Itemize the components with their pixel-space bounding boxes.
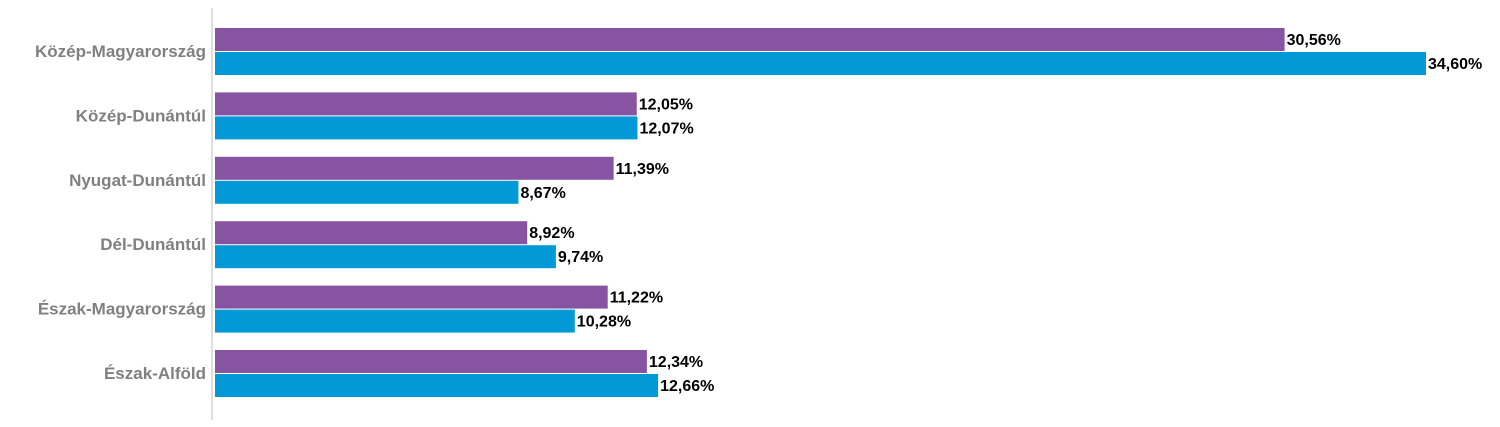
bars (215, 28, 1426, 397)
data-label-series-1-1: 30,56% (1287, 32, 1341, 49)
bar-series-2-5 (215, 309, 575, 333)
bar-series-2-4 (215, 245, 556, 269)
category-label: Észak-Alföld (104, 364, 206, 383)
bar-series-1-2 (215, 92, 637, 116)
category-label: Észak-Magyarország (38, 300, 206, 319)
data-label-series-1-5: 11,22% (610, 290, 663, 307)
value-labels: 30,56% 34,60% 12,05% 12,07% 11,39% 8,67% 8,92%… (520, 32, 1482, 395)
data-label-series-2-4: 9,74% (558, 249, 603, 266)
category-label: Közép-Dunántúl (76, 106, 206, 125)
bar-series-2-3 (215, 180, 519, 204)
bar-series-1-4 (215, 221, 528, 245)
bar-series-1-5 (215, 285, 608, 309)
bar-series-1-6 (215, 350, 647, 373)
data-label-series-1-3: 11,39% (616, 161, 669, 178)
bar-series-1-1 (215, 28, 1285, 51)
data-label-series-2-1: 34,60% (1428, 56, 1482, 73)
category-label: Közép-Magyarország (35, 42, 206, 61)
data-label-series-1-4: 8,92% (529, 225, 574, 242)
data-label-series-2-5: 10,28% (577, 314, 631, 331)
data-label-series-2-6: 12,66% (660, 378, 714, 395)
bar-series-2-6 (215, 374, 659, 397)
bar-series-1-3 (215, 156, 614, 180)
data-label-series-2-3: 8,67% (520, 185, 565, 202)
data-label-series-2-2: 12,07% (639, 120, 693, 137)
category-labels: Közép-Magyarország Közép-Dunántúl Nyugat-D… (35, 42, 206, 383)
bar-series-2-1 (215, 52, 1426, 75)
data-label-series-1-2: 12,05% (639, 96, 693, 113)
bar-series-2-2 (215, 116, 638, 140)
data-label-series-1-6: 12,34% (649, 354, 703, 371)
category-label: Dél-Dunántúl (100, 235, 206, 254)
category-label: Nyugat-Dunántúl (69, 171, 206, 190)
